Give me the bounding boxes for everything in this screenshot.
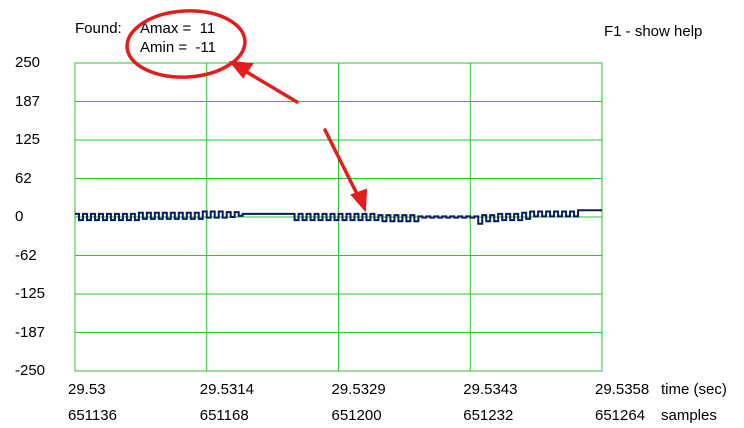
y-tick-label: 0 — [15, 208, 24, 225]
y-tick-label: -187 — [15, 323, 46, 341]
y-tick-label: 187 — [15, 92, 41, 110]
annotation-arrowhead — [350, 188, 368, 213]
amax-readout: Amax = 11 — [140, 20, 216, 37]
x-sample-tick-label: 651200 — [331, 407, 382, 424]
found-label: Found: — [75, 20, 122, 37]
x-axis-time-label: time (sec) — [661, 381, 727, 398]
x-time-tick-label: 29.5358 — [595, 381, 650, 398]
x-sample-tick-label: 651264 — [595, 407, 646, 424]
amin-readout: Amin = -11 — [140, 39, 217, 56]
y-tick-label: -250 — [15, 362, 46, 379]
x-time-tick-label: 29.53 — [68, 381, 106, 398]
annotation-circle — [125, 9, 247, 79]
x-time-tick-label: 29.5343 — [463, 381, 518, 398]
annotation-arrow-shaft — [238, 66, 299, 104]
y-tick-label: 62 — [15, 169, 32, 187]
plot-grid — [74, 62, 603, 372]
x-sample-tick-label: 651232 — [463, 407, 514, 424]
x-time-tick-label: 29.5329 — [331, 381, 386, 398]
annotation-markup — [125, 9, 368, 213]
y-tick-label: -125 — [15, 285, 46, 302]
x-sample-tick-label: 651136 — [68, 407, 117, 424]
annotation-arrow-shaft — [323, 128, 360, 198]
annotation-arrowhead — [228, 60, 254, 79]
help-hint: F1 - show help — [604, 23, 703, 40]
y-tick-label: 250 — [15, 54, 41, 71]
y-tick-label: -62 — [15, 246, 37, 264]
x-sample-tick-label: 651168 — [199, 407, 249, 424]
x-time-tick-label: 29.5314 — [199, 381, 254, 398]
signal-series-line — [75, 209, 602, 225]
y-tick-label: 125 — [15, 131, 41, 148]
x-axis-samples-label: samples — [661, 407, 717, 424]
